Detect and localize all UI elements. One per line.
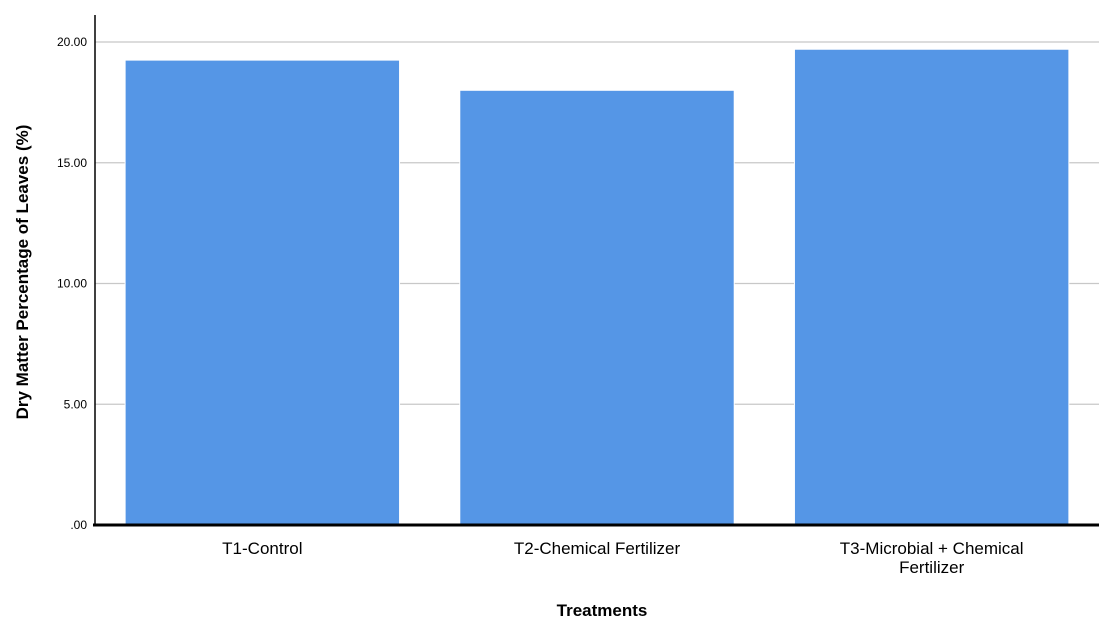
x-category-label: T3-Microbial + Chemical	[840, 539, 1024, 558]
bars	[124, 48, 1070, 526]
x-category-label: T1-Control	[222, 539, 302, 558]
y-tick-label: 10.00	[57, 277, 87, 291]
bar	[124, 59, 401, 526]
x-category-labels: T1-Control T2-Chemical Fertilizer T3-Micro…	[222, 539, 1023, 577]
x-category-label: Fertilizer	[899, 558, 965, 577]
bar	[793, 48, 1070, 526]
y-tick-label: 20.00	[57, 35, 87, 49]
y-tick-label: 5.00	[64, 397, 88, 411]
axes	[93, 15, 1099, 527]
y-tick-labels: .00 5.00 10.00 15.00 20.00	[57, 35, 87, 532]
x-axis-title: Treatments	[557, 601, 648, 620]
bar	[459, 89, 735, 526]
x-category-label: T2-Chemical Fertilizer	[514, 539, 681, 558]
y-axis-title: Dry Matter Percentage of Leaves (%)	[13, 125, 32, 420]
y-tick-label: 15.00	[57, 156, 87, 170]
y-tick-label: .00	[70, 518, 87, 532]
